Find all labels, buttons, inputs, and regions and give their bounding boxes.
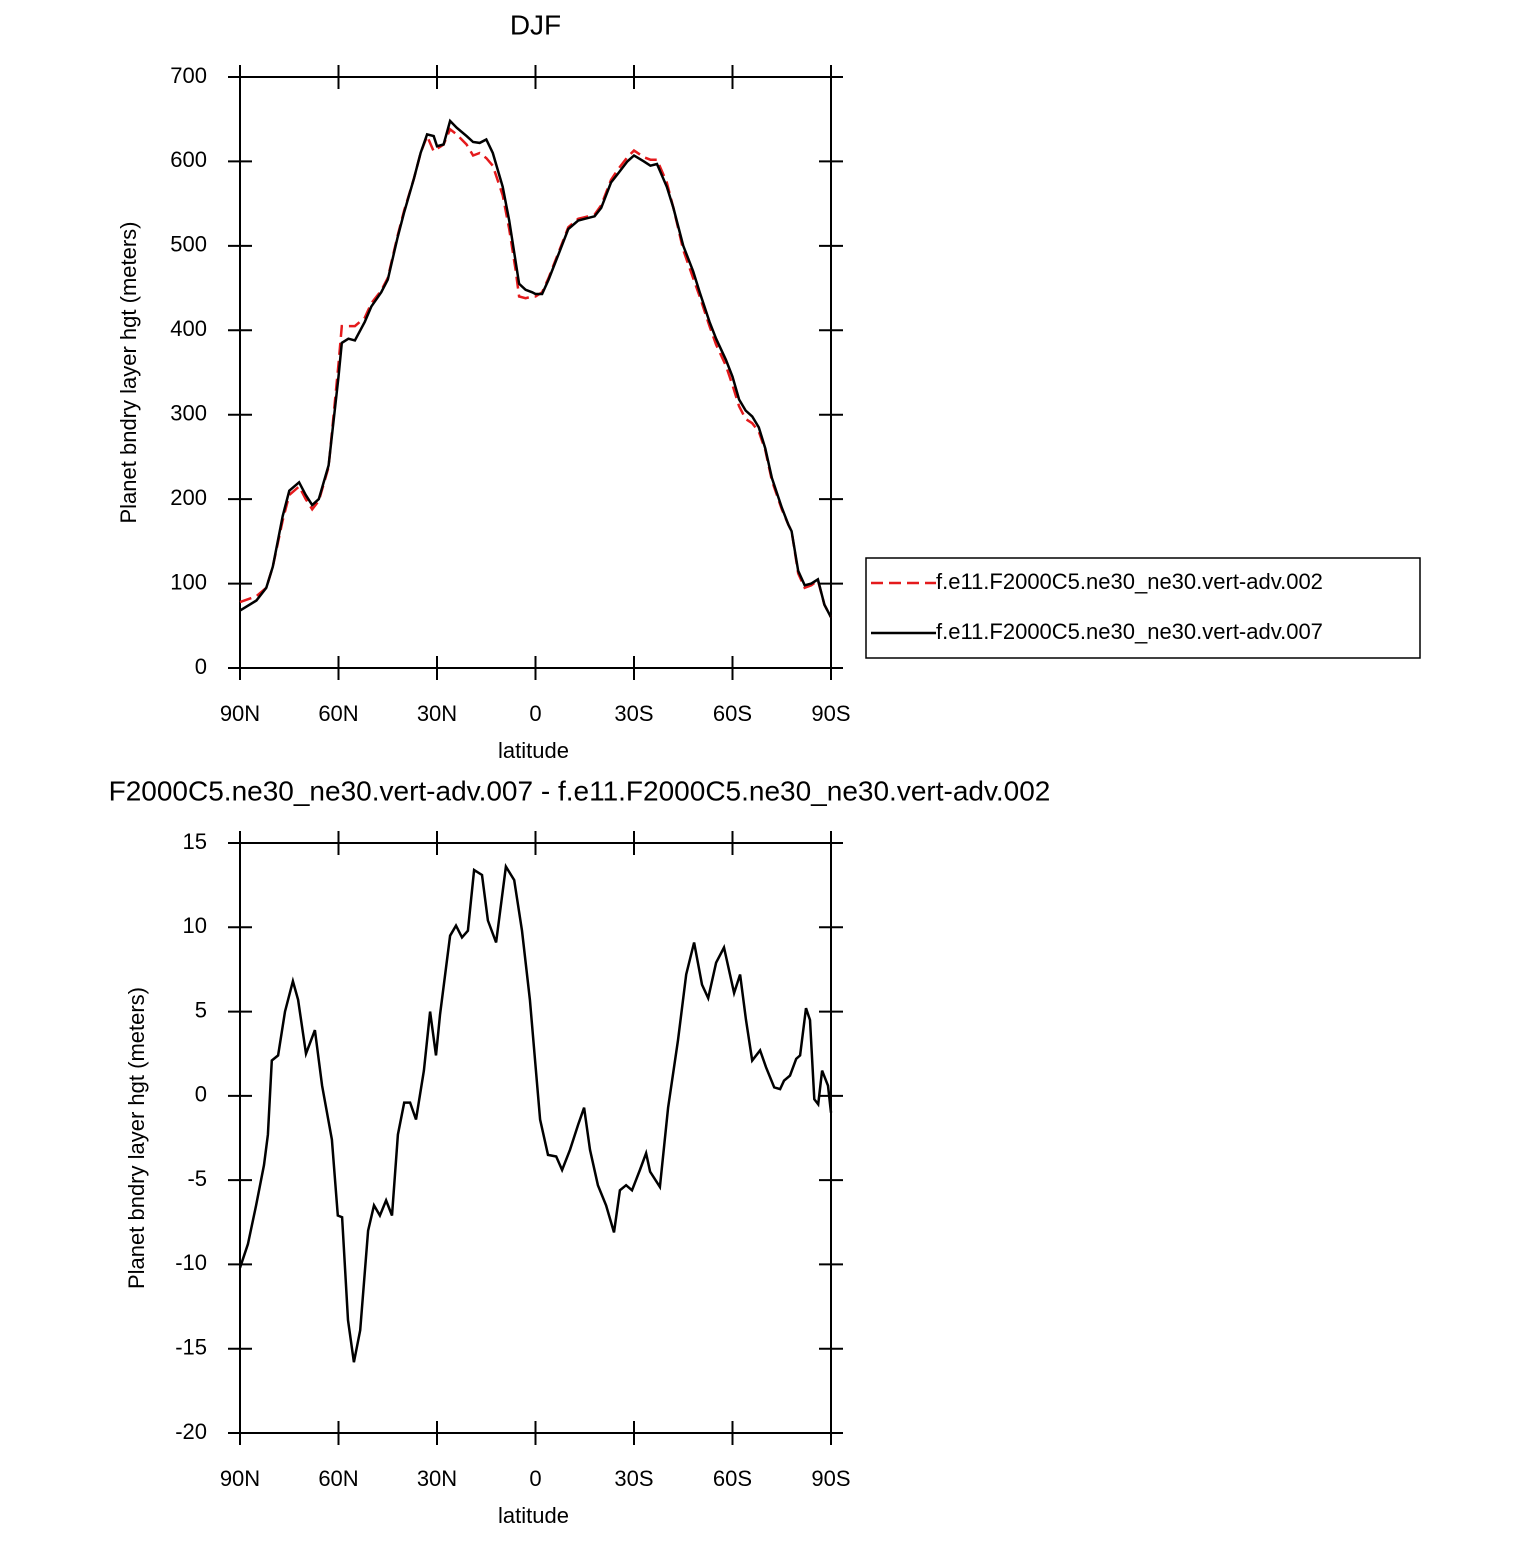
y-axis-label: Planet bndry layer hgt (meters) — [124, 987, 149, 1289]
y-tick-label: -10 — [175, 1250, 207, 1275]
y-tick-label: -15 — [175, 1335, 207, 1360]
plot-frame — [239, 76, 832, 669]
plot-frame — [239, 842, 832, 1434]
y-tick-label: 0 — [195, 1082, 207, 1107]
x-tick-label: 90N — [220, 701, 260, 726]
x-tick-label: 30N — [417, 701, 457, 726]
x-tick-label: 90N — [220, 1466, 260, 1491]
x-tick-label: 30S — [614, 1466, 653, 1491]
y-tick-label: 15 — [183, 829, 207, 854]
y-tick-label: 100 — [170, 569, 207, 594]
x-tick-label: 60N — [318, 701, 358, 726]
x-tick-label: 90S — [811, 701, 850, 726]
legend-label: f.e11.F2000C5.ne30_ne30.vert-adv.002 — [936, 569, 1323, 594]
line-series — [239, 118, 833, 618]
x-axis-label: latitude — [498, 1503, 569, 1528]
y-tick-label: 200 — [170, 485, 207, 510]
y-tick-label: -20 — [175, 1419, 207, 1444]
y-tick-label: 600 — [170, 147, 207, 172]
x-tick-label: 30S — [614, 701, 653, 726]
legend-box — [865, 557, 1421, 659]
line-series — [238, 862, 833, 1363]
x-tick-label: 60S — [713, 1466, 752, 1491]
x-tick-label: 60S — [713, 701, 752, 726]
chart-title: F2000C5.ne30_ne30.vert-adv.007 - f.e11.F… — [109, 775, 1051, 806]
y-tick-label: 0 — [195, 654, 207, 679]
line-series — [239, 127, 833, 618]
chart-title: DJF — [510, 9, 561, 40]
y-axis-label: Planet bndry layer hgt (meters) — [116, 221, 141, 523]
y-tick-label: 10 — [183, 913, 207, 938]
x-axis-label: latitude — [498, 738, 569, 763]
legend-label: f.e11.F2000C5.ne30_ne30.vert-adv.007 — [936, 619, 1323, 644]
x-tick-label: 90S — [811, 1466, 850, 1491]
x-tick-label: 30N — [417, 1466, 457, 1491]
y-tick-label: 5 — [195, 997, 207, 1022]
y-tick-label: 700 — [170, 63, 207, 88]
x-tick-label: 60N — [318, 1466, 358, 1491]
x-tick-label: 0 — [529, 701, 541, 726]
y-tick-label: 300 — [170, 401, 207, 426]
y-tick-label: 400 — [170, 316, 207, 341]
x-tick-label: 0 — [529, 1466, 541, 1491]
y-tick-label: 500 — [170, 232, 207, 257]
y-tick-label: -5 — [187, 1166, 207, 1191]
